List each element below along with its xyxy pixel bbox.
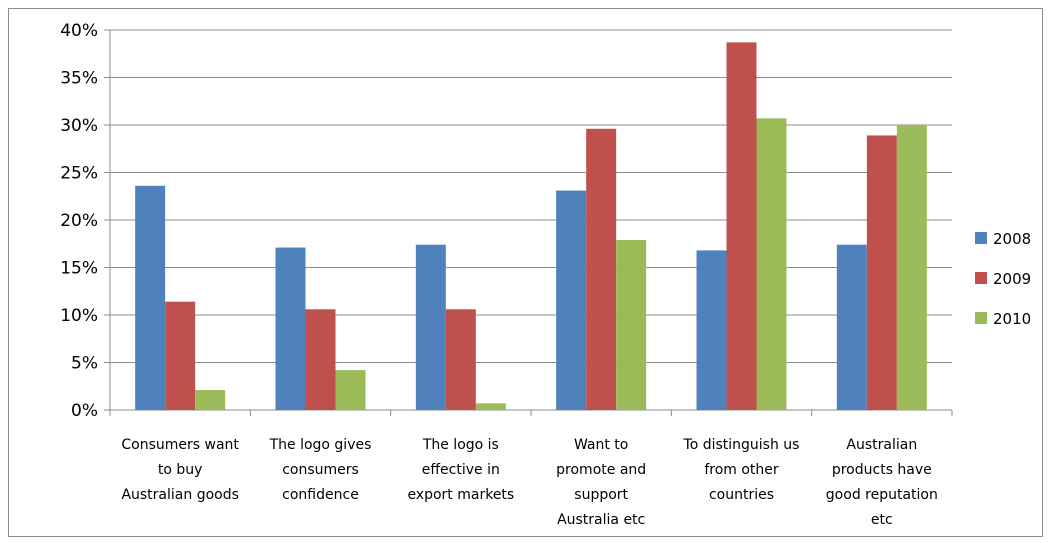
bar-2010 [195,390,226,410]
bar-2010 [756,118,787,410]
x-category-label-line: confidence [282,487,359,503]
x-category-label-line: promote and [556,462,646,478]
x-category-label-line: support [574,487,628,503]
bar-2008 [135,185,166,410]
x-category-label-line: products have [832,462,932,478]
x-category-label: Consumers want to buy Australian goods [121,437,239,503]
x-category-label-line: export markets [407,487,514,503]
bar-2010 [335,370,366,410]
x-category-label-line: Australia etc [557,512,645,528]
x-category-label-line: to buy [158,462,203,478]
y-tick-label: 25% [60,164,98,184]
x-category-label: To distinguish us from other countries [683,437,800,503]
legend-label-2008: 2008 [993,230,1031,248]
x-category-label-line: The logo is [422,437,499,453]
x-category-label-line: consumers [282,462,359,478]
y-tick-label: 30% [60,116,98,136]
bar-2008 [415,244,446,410]
legend-label-2009: 2009 [993,270,1031,288]
x-category-label-line: from other [704,462,779,478]
bar-2010 [896,125,927,410]
bar-2010 [475,403,506,410]
y-tick-label: 10% [60,306,98,326]
y-tick-label: 20% [60,211,98,231]
x-category-label: Australian products have good reputation et… [826,437,938,528]
bar-2008 [836,244,867,410]
x-category-label: The logo is effective in export markets [407,437,514,503]
x-category-label-line: etc [871,512,893,528]
x-category-label-line: countries [709,487,774,503]
legend-swatch-2008 [975,232,987,244]
x-category-label-line: effective in [422,462,500,478]
x-category-label-line: Want to [574,437,628,453]
bar-2009 [586,128,617,411]
legend-swatch-2009 [975,272,987,284]
x-category-label-line: Australian [846,437,917,453]
x-category-label-line: Australian goods [121,487,238,503]
bar-2010 [616,239,647,410]
bar-2009 [445,309,476,410]
bar-2009 [866,135,897,410]
x-category-label-line: good reputation [826,487,938,503]
x-category-label-line: The logo gives [269,437,372,453]
y-tick-label: 35% [60,69,98,89]
y-tick-label: 5% [71,354,98,374]
x-category-label: Want to promote and support Australia etc [556,437,646,528]
legend-swatch-2010 [975,312,987,324]
bar-2008 [275,247,306,410]
bar-2009 [726,42,757,410]
bar-2009 [305,309,336,410]
bar-2009 [165,301,196,410]
x-category-label-line: Consumers want [121,437,239,453]
x-category-label: The logo gives consumers confidence [269,437,372,503]
x-category-label-line: To distinguish us [683,437,800,453]
legend-label-2010: 2010 [993,310,1031,328]
y-tick-label: 0% [71,401,98,421]
y-tick-label: 15% [60,259,98,279]
bar-2008 [556,190,587,410]
y-tick-label: 40% [60,21,98,41]
bar-2008 [696,250,727,410]
